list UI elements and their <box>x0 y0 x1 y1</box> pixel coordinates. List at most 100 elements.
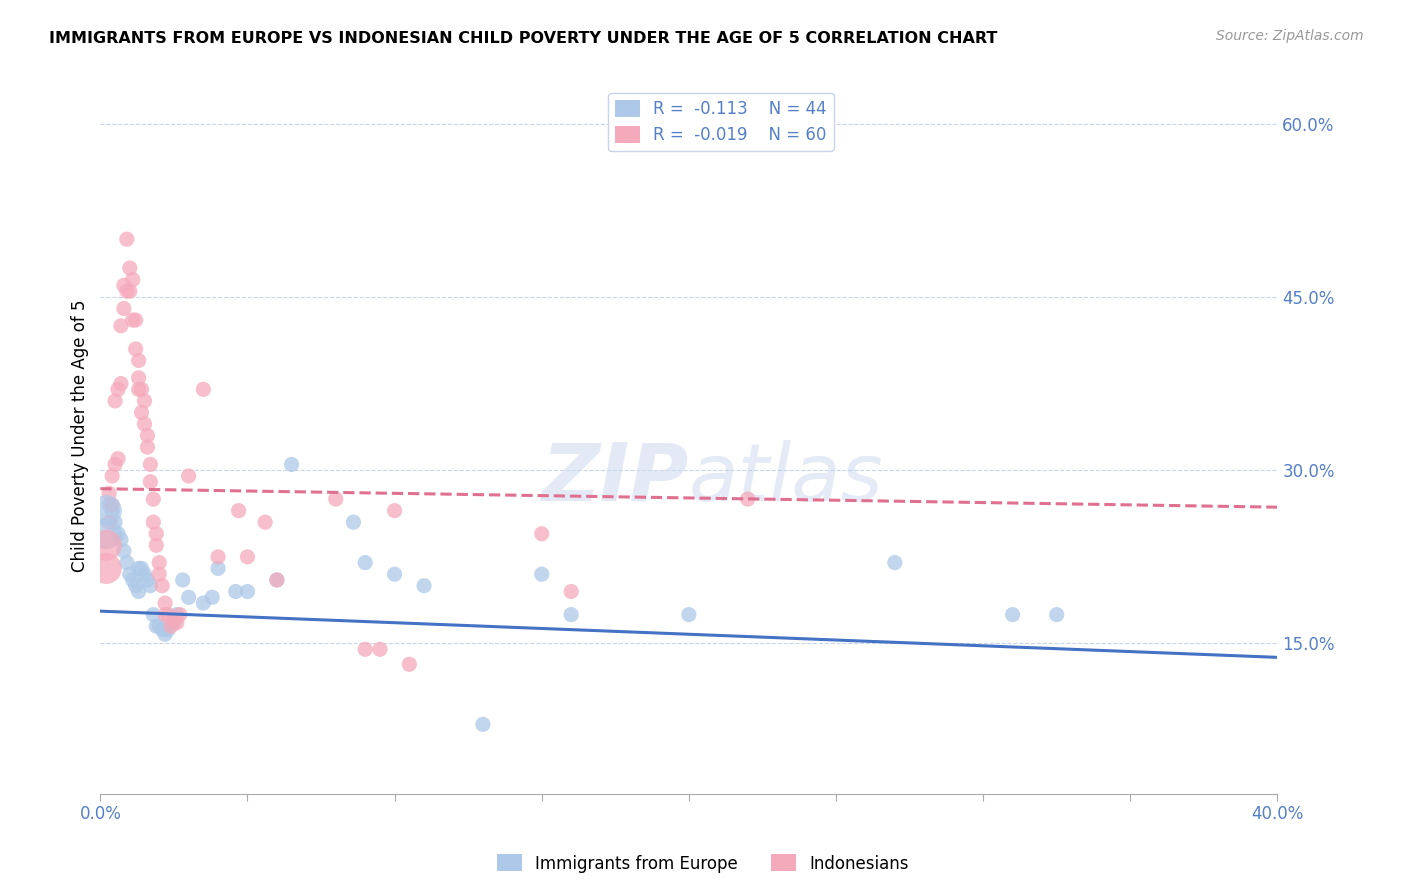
Point <box>96 561 118 575</box>
Text: ZIP: ZIP <box>541 440 689 517</box>
Point <box>254 515 277 529</box>
Point <box>228 503 250 517</box>
Point <box>139 579 162 593</box>
Point <box>121 313 143 327</box>
Point <box>134 393 156 408</box>
Point <box>157 607 180 622</box>
Legend: R =  -0.113    N = 44, R =  -0.019    N = 60: R = -0.113 N = 44, R = -0.019 N = 60 <box>609 93 834 151</box>
Point <box>136 573 159 587</box>
Text: IMMIGRANTS FROM EUROPE VS INDONESIAN CHILD POVERTY UNDER THE AGE OF 5 CORRELATIO: IMMIGRANTS FROM EUROPE VS INDONESIAN CHI… <box>49 31 998 46</box>
Point <box>560 607 582 622</box>
Point <box>139 475 162 489</box>
Point <box>107 451 129 466</box>
Point <box>325 492 347 507</box>
Point <box>142 492 165 507</box>
Point <box>128 584 150 599</box>
Point <box>163 615 186 630</box>
Point <box>131 561 153 575</box>
Point <box>280 458 302 472</box>
Y-axis label: Child Poverty Under the Age of 5: Child Poverty Under the Age of 5 <box>72 300 89 572</box>
Point <box>112 301 135 316</box>
Point <box>131 405 153 419</box>
Point <box>530 567 553 582</box>
Point <box>342 515 364 529</box>
Point <box>160 619 183 633</box>
Point <box>128 382 150 396</box>
Point <box>236 584 259 599</box>
Point <box>169 607 191 622</box>
Point <box>96 538 118 552</box>
Point <box>131 382 153 396</box>
Point <box>115 284 138 298</box>
Point <box>101 503 124 517</box>
Point <box>678 607 700 622</box>
Point <box>148 567 170 582</box>
Point <box>413 579 436 593</box>
Legend: Immigrants from Europe, Indonesians: Immigrants from Europe, Indonesians <box>491 847 915 880</box>
Point <box>354 642 377 657</box>
Point <box>201 591 224 605</box>
Point <box>134 567 156 582</box>
Point <box>115 556 138 570</box>
Text: Source: ZipAtlas.com: Source: ZipAtlas.com <box>1216 29 1364 43</box>
Point <box>266 573 288 587</box>
Point <box>124 313 146 327</box>
Point <box>148 556 170 570</box>
Point <box>153 627 176 641</box>
Point <box>1046 607 1069 622</box>
Point <box>236 549 259 564</box>
Point <box>112 278 135 293</box>
Point <box>354 556 377 570</box>
Point <box>207 549 229 564</box>
Point <box>1001 607 1024 622</box>
Point <box>128 561 150 575</box>
Point <box>225 584 247 599</box>
Point <box>112 544 135 558</box>
Point <box>98 486 121 500</box>
Point <box>177 469 200 483</box>
Point <box>166 615 188 630</box>
Point <box>104 458 127 472</box>
Point <box>157 623 180 637</box>
Point <box>121 573 143 587</box>
Point <box>128 371 150 385</box>
Point <box>101 498 124 512</box>
Point <box>368 642 391 657</box>
Point <box>145 526 167 541</box>
Point <box>145 538 167 552</box>
Point <box>883 556 905 570</box>
Point <box>145 619 167 633</box>
Point <box>101 469 124 483</box>
Point <box>128 353 150 368</box>
Point <box>115 232 138 246</box>
Point <box>104 515 127 529</box>
Point <box>737 492 759 507</box>
Point <box>150 579 173 593</box>
Point <box>142 515 165 529</box>
Point <box>384 503 406 517</box>
Point <box>172 573 194 587</box>
Point <box>148 619 170 633</box>
Point <box>384 567 406 582</box>
Point <box>118 567 141 582</box>
Point <box>136 440 159 454</box>
Point <box>398 657 420 672</box>
Point <box>96 503 118 517</box>
Point <box>153 607 176 622</box>
Point <box>177 591 200 605</box>
Point <box>153 596 176 610</box>
Point <box>136 428 159 442</box>
Point <box>266 573 288 587</box>
Point <box>150 623 173 637</box>
Point <box>193 382 215 396</box>
Point <box>134 417 156 431</box>
Point <box>193 596 215 610</box>
Point <box>163 614 186 628</box>
Point <box>471 717 494 731</box>
Point <box>110 533 132 547</box>
Point <box>104 393 127 408</box>
Point <box>107 526 129 541</box>
Point <box>110 376 132 391</box>
Point <box>530 526 553 541</box>
Point <box>121 272 143 286</box>
